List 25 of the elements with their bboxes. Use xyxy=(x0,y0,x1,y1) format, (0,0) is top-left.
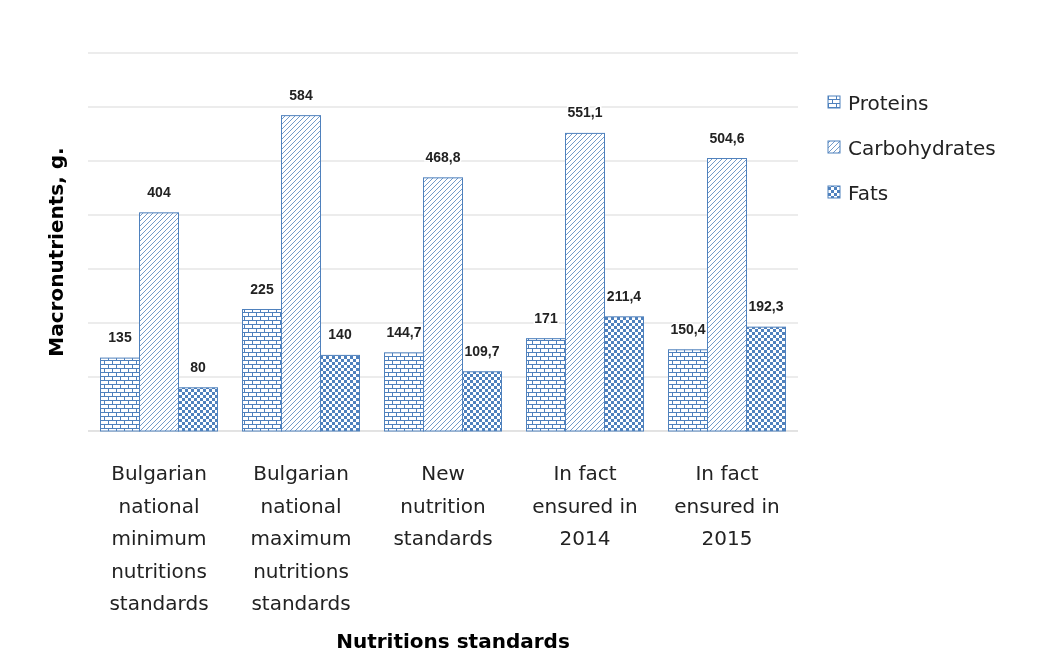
data-label: 192,3 xyxy=(748,298,784,315)
data-label: 140 xyxy=(328,326,352,343)
data-label: 135 xyxy=(108,329,132,346)
data-label: 211,4 xyxy=(606,287,642,304)
data-label: 404 xyxy=(147,183,171,200)
x-tick-label: In fact ensured in 2014 xyxy=(532,461,638,550)
data-label: 468,8 xyxy=(425,148,461,165)
data-label: 551,1 xyxy=(567,104,603,121)
x-axis-title: Nutritions standards xyxy=(336,629,570,653)
x-tick-label: Bulgarian national maximum nutritions standards xyxy=(250,461,352,615)
legend-label: Proteins xyxy=(848,91,929,115)
y-axis-title: Macronutrients, g. xyxy=(44,147,68,357)
legend-label: Carbohydrates xyxy=(848,136,996,160)
data-label: 144,7 xyxy=(386,323,422,340)
x-tick-label: In fact ensured in 2015 xyxy=(674,461,780,550)
data-label: 225 xyxy=(250,280,274,297)
x-tick-label: Bulgarian national minimum nutritions standards xyxy=(109,461,209,615)
data-label: 584 xyxy=(289,86,313,103)
data-label: 504,6 xyxy=(709,129,745,146)
legend-label: Fats xyxy=(848,181,889,205)
data-label: 171 xyxy=(534,309,558,326)
data-label: 150,4 xyxy=(670,320,706,337)
data-label: 80 xyxy=(190,358,206,375)
x-tick-label: New nutrition standards xyxy=(393,461,493,550)
data-label: 109,7 xyxy=(464,342,500,359)
